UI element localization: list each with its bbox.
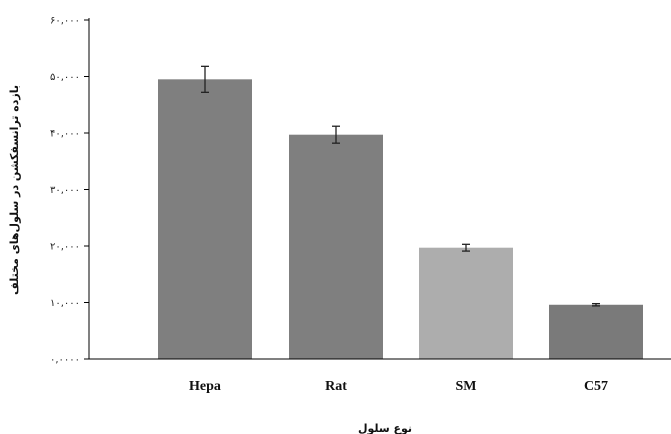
error-bar-c57 <box>592 302 600 307</box>
bar-c57 <box>549 304 643 359</box>
y-axis-title: بازده ترانسفکشن در سلول‌های مختلف <box>8 85 21 295</box>
x-tick-label: C57 <box>584 379 608 394</box>
x-tick-label: Hepa <box>189 379 221 394</box>
x-tick-label: SM <box>456 379 477 394</box>
y-tick-label: ۶۰,۰۰۰ <box>50 16 80 27</box>
y-tick-label: ۲۰,۰۰۰ <box>50 242 80 253</box>
error-bars <box>201 65 600 307</box>
error-bar-sm <box>462 243 470 252</box>
y-tick-label: ۵۰,۰۰۰ <box>50 72 80 83</box>
error-bar-hepa <box>201 65 209 93</box>
y-tick-label: ۳۰,۰۰۰ <box>50 185 80 196</box>
bar-hepa <box>158 79 252 359</box>
y-tick-label: ۱۰,۰۰۰ <box>50 298 80 309</box>
bars <box>158 79 643 359</box>
y-axis-ticks: ۰,۰۰۰۰ ۱۰,۰۰۰ ۲۰,۰۰۰ ۳۰,۰۰۰ ۴۰,۰۰۰ ۵۰,۰۰۰ ۶۰,۰… <box>50 16 89 366</box>
x-axis-title: نوع سلول <box>358 422 412 434</box>
y-tick-label: ۰,۰۰۰۰ <box>50 355 80 366</box>
x-axis-tick-labels: Hepa Rat SM C57 <box>189 379 608 394</box>
bar-rat <box>289 134 383 359</box>
bar-sm <box>419 247 513 359</box>
x-tick-label: Rat <box>325 379 347 394</box>
error-bar-rat <box>332 125 340 144</box>
y-tick-label: ۴۰,۰۰۰ <box>50 129 80 140</box>
